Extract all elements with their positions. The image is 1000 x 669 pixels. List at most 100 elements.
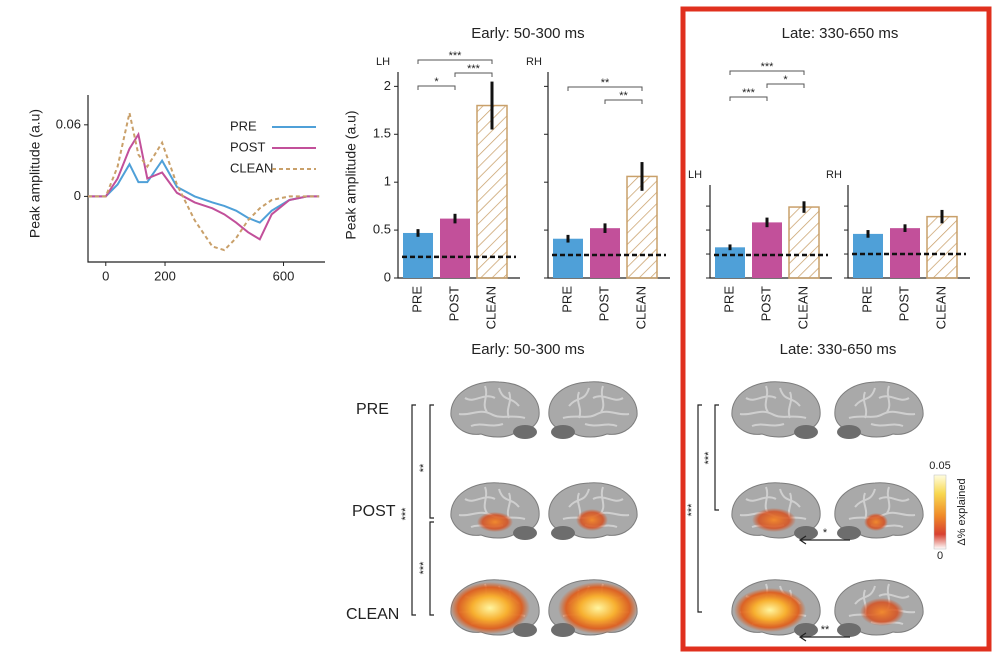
significance-bracket xyxy=(604,99,643,104)
row-label: CLEAN xyxy=(346,606,399,623)
bracket xyxy=(429,404,434,519)
bracket xyxy=(714,404,719,511)
y-tick-label: 0 xyxy=(74,188,81,203)
significance-bracket xyxy=(729,96,768,101)
bar xyxy=(926,215,958,279)
bar xyxy=(715,247,745,278)
brain xyxy=(547,380,639,440)
x-tick-label: CLEAN xyxy=(933,286,948,329)
arrow xyxy=(798,535,850,545)
colorbar-min: 0 xyxy=(937,550,943,562)
section-title: Early: 50-300 ms xyxy=(471,341,584,358)
section-title: Late: 330-650 ms xyxy=(780,341,897,358)
panel-label: RH xyxy=(526,56,542,68)
chart-title: Late: 330-650 ms xyxy=(782,25,899,42)
significance-label: * xyxy=(434,76,439,88)
y-axis-label: Peak amplitude (a.u) xyxy=(343,110,359,239)
axis xyxy=(87,95,325,263)
brain xyxy=(833,380,925,440)
significance-label: *** xyxy=(467,63,481,75)
bar xyxy=(476,104,508,279)
x-tick-label: CLEAN xyxy=(633,286,648,329)
series-line xyxy=(88,131,320,241)
y-tick-label: 0 xyxy=(384,269,391,284)
bar xyxy=(626,175,658,279)
legend-label: CLEAN xyxy=(230,160,273,175)
significance-label: ** xyxy=(601,77,610,89)
x-tick-label: CLEAN xyxy=(483,286,498,329)
panel-label: RH xyxy=(826,169,842,181)
x-tick-label: PRE xyxy=(721,286,736,313)
colorbar-label: Δ% explained xyxy=(956,478,968,545)
x-tick-label: POST xyxy=(596,286,611,321)
x-tick-label: PRE xyxy=(559,286,574,313)
bracket xyxy=(697,404,702,613)
brain xyxy=(730,380,822,440)
significance-label: *** xyxy=(761,61,775,73)
bracket xyxy=(411,404,416,616)
legend-label: POST xyxy=(230,139,265,154)
activation xyxy=(860,598,904,626)
row-label: POST xyxy=(352,503,396,520)
y-tick-label: 0.5 xyxy=(373,222,391,237)
bracket-label: *** xyxy=(400,507,412,521)
bar xyxy=(853,233,883,278)
activation xyxy=(558,582,638,634)
series-line xyxy=(88,158,320,224)
significance-label: *** xyxy=(742,87,756,99)
y-tick-label: 2 xyxy=(384,78,391,93)
bracket-label: *** xyxy=(418,561,430,575)
x-tick-label: POST xyxy=(758,286,773,321)
activation xyxy=(576,509,608,531)
y-axis-label: Peak amplitude (a.u) xyxy=(27,109,43,238)
brain-maps: Early: 50-300 ms Late: 330-650 ms PRE PO… xyxy=(346,341,968,642)
brain xyxy=(833,481,925,541)
significance-label: ** xyxy=(619,90,628,102)
significance-label: * xyxy=(783,74,788,86)
panel-label: LH xyxy=(376,56,390,68)
bar xyxy=(590,228,620,278)
activation xyxy=(450,582,530,634)
y-tick-label: 1 xyxy=(384,174,391,189)
x-tick-label: PRE xyxy=(409,286,424,313)
x-tick-label: POST xyxy=(896,286,911,321)
row-label: PRE xyxy=(356,401,389,418)
x-tick-label: PRE xyxy=(859,286,874,313)
panel-label: LH xyxy=(688,169,702,181)
significance-bracket xyxy=(766,83,805,88)
significance-label: *** xyxy=(449,50,463,62)
series-line xyxy=(88,112,320,252)
bracket-label: *** xyxy=(703,451,715,465)
bracket-label: *** xyxy=(686,503,698,517)
significance-bracket xyxy=(454,72,493,77)
colorbar-max: 0.05 xyxy=(929,460,950,472)
activation xyxy=(864,513,888,531)
arrow-label: * xyxy=(823,527,828,539)
bracket xyxy=(429,521,434,616)
chart-title: Early: 50-300 ms xyxy=(471,25,584,42)
brain xyxy=(449,380,541,440)
x-tick-label: CLEAN xyxy=(795,286,810,329)
bar xyxy=(403,232,433,278)
bracket-label: ** xyxy=(418,463,430,472)
plots: 0 0.06 0 200 600 Peak amplitude (a.u) PRE POST C… xyxy=(27,25,970,329)
significance-bracket xyxy=(729,70,805,75)
significance-bracket xyxy=(567,86,643,91)
significance-bracket xyxy=(417,85,456,90)
x-tick-label: 0 xyxy=(102,268,109,283)
bar xyxy=(752,222,782,278)
significance-bracket xyxy=(417,59,493,64)
x-tick-label: 200 xyxy=(154,268,176,283)
highlight-frame xyxy=(680,6,992,652)
activation xyxy=(752,508,796,532)
legend-label: PRE xyxy=(230,118,257,133)
y-tick-label: 0.06 xyxy=(56,116,81,131)
arrow-label: ** xyxy=(821,624,830,636)
activation xyxy=(734,588,806,632)
bar xyxy=(788,206,820,279)
activation xyxy=(477,512,513,532)
y-tick-label: 1.5 xyxy=(373,126,391,141)
bar xyxy=(553,238,583,278)
x-tick-label: 600 xyxy=(273,268,295,283)
